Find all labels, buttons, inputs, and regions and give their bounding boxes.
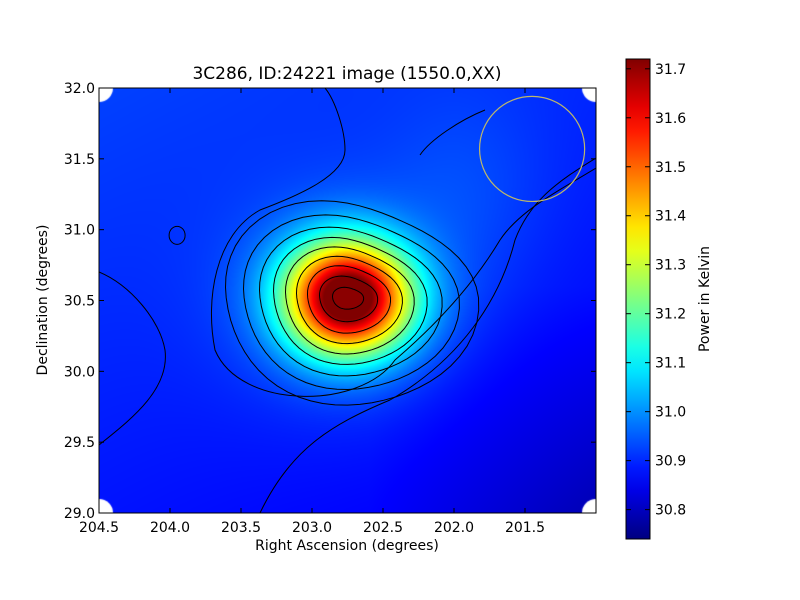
colorbar-tick-label: 31.4: [655, 209, 686, 225]
contour-line: [99, 271, 166, 446]
x-tick-label: 204.0: [150, 520, 190, 536]
contour-line: [331, 286, 365, 310]
colorbar-tick-label: 31.2: [655, 307, 686, 323]
contour-line: [258, 226, 443, 377]
contour-line: [419, 109, 486, 156]
contour-lines: [99, 88, 596, 513]
x-tick-label: 201.5: [505, 520, 545, 536]
contour-line: [210, 88, 596, 397]
contour-line: [295, 255, 403, 345]
y-tick-label: 31.5: [64, 152, 95, 168]
y-tick-label: 30.5: [64, 294, 95, 310]
colorbar-tick-label: 30.8: [655, 503, 686, 519]
x-tick-label: 202.5: [363, 520, 403, 536]
contour-line: [168, 225, 186, 245]
colorbar: 30.8 30.9 31.0 31.1 31.2 31.3 31.4 31.5 31.6 31.7…: [625, 58, 713, 540]
x-axis-label: Right Ascension (degrees): [255, 538, 439, 554]
contour-line: [284, 246, 415, 355]
x-axis: 204.5 204.0 203.5 203.0 202.5 202.0 201.5: [79, 88, 545, 536]
colorbar-tick-label: 30.9: [655, 454, 686, 470]
colorbar-ticks: 30.8 30.9 31.0 31.1 31.2 31.3 31.4 31.5 31.6 31.7: [626, 62, 686, 519]
x-tick-label: 202.0: [434, 520, 474, 536]
beam-circle: [478, 95, 586, 203]
x-tick-label: 204.5: [79, 520, 119, 536]
colorbar-label: Power in Kelvin: [697, 246, 713, 352]
y-axis: 29.0 29.5 30.0 30.5 31.0 31.5 32.0: [64, 81, 596, 522]
x-tick-label: 203.5: [221, 520, 261, 536]
contour-line: [242, 214, 460, 391]
contour-line: [272, 236, 428, 365]
contour-line: [306, 265, 391, 334]
y-tick-label: 31.0: [64, 223, 95, 239]
y-tick-label: 29.5: [64, 435, 95, 451]
plot-area: [98, 87, 597, 514]
y-axis-label: Declination (degrees): [35, 225, 51, 376]
colorbar-tick-label: 31.6: [655, 111, 686, 127]
colorbar-tick-label: 31.1: [655, 356, 686, 372]
contour-line: [224, 200, 480, 406]
chart-title: 3C286, ID:24221 image (1550.0,XX): [192, 64, 501, 84]
colorbar-tick-label: 31.7: [655, 62, 686, 78]
colorbar-tick-label: 31.5: [655, 160, 686, 176]
y-tick-label: 32.0: [64, 81, 95, 97]
colorbar-tick-label: 31.0: [655, 405, 686, 421]
y-tick-label: 30.0: [64, 364, 95, 380]
contour-line: [318, 275, 379, 323]
x-tick-label: 203.0: [292, 520, 332, 536]
colorbar-gradient: [625, 58, 651, 540]
y-tick-label: 29.0: [64, 506, 95, 522]
colorbar-tick-label: 31.3: [655, 258, 686, 274]
